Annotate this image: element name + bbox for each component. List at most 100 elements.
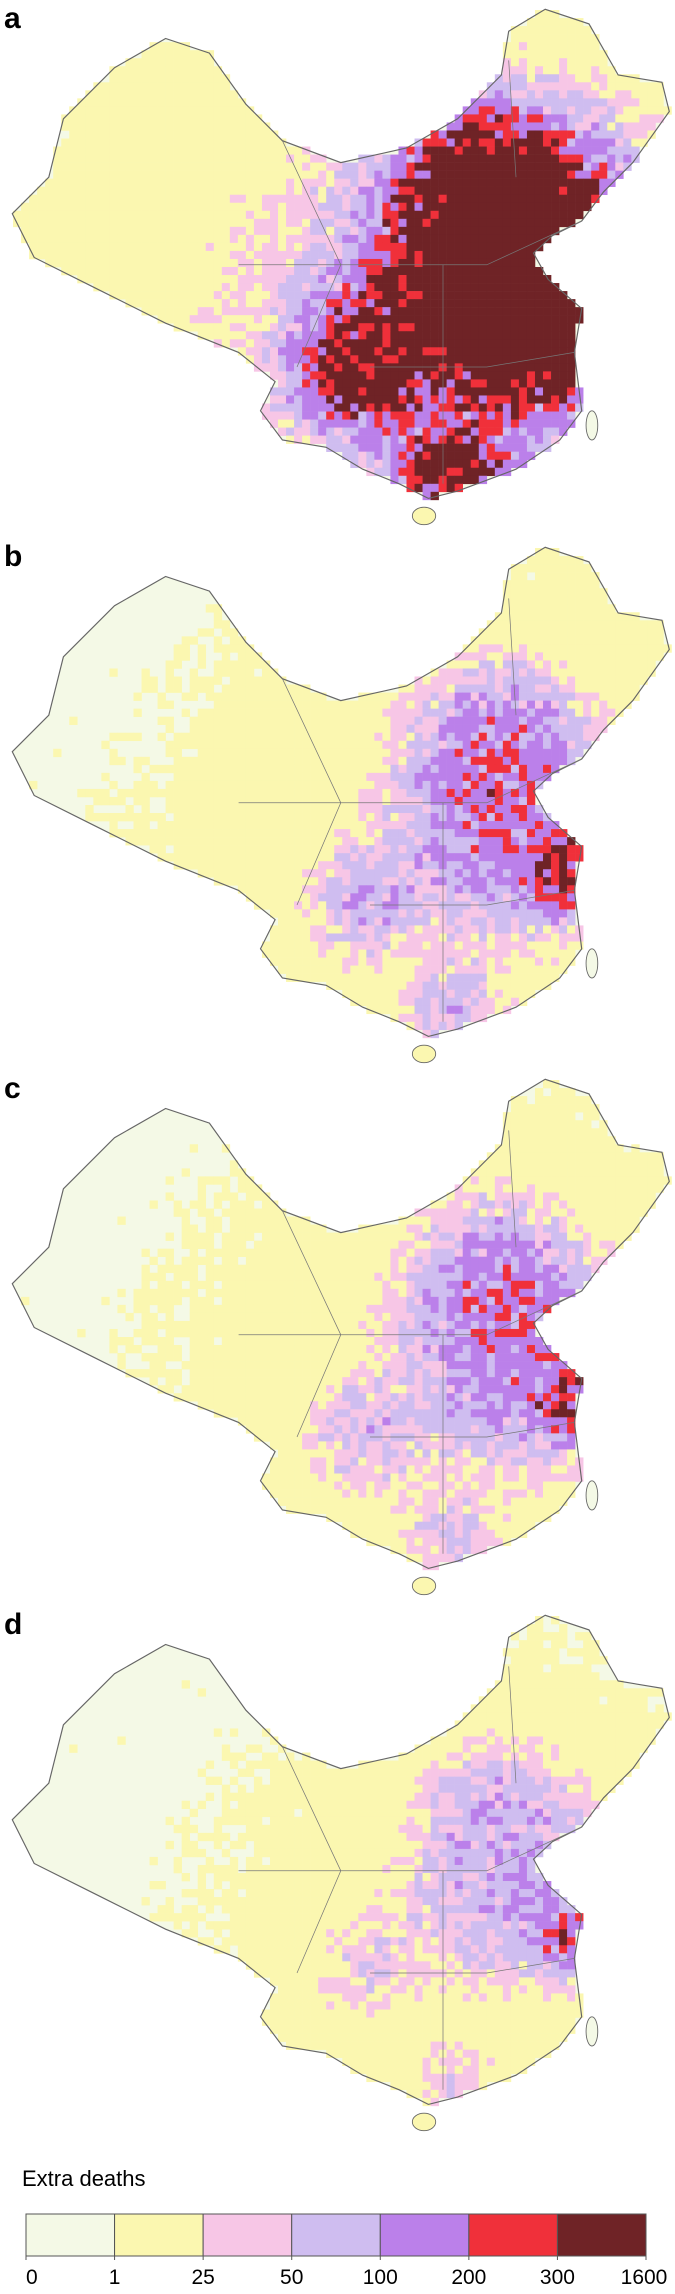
map-cell <box>350 725 358 733</box>
map-cell <box>559 749 567 757</box>
map-cell <box>551 677 559 685</box>
map-cell <box>503 998 511 1006</box>
map-cell <box>423 211 431 219</box>
map-cell <box>519 877 527 885</box>
map-cell <box>575 139 583 147</box>
map-cell <box>407 709 415 717</box>
map-cell <box>334 877 342 885</box>
map-cell <box>423 363 431 371</box>
map-cell <box>214 130 222 138</box>
map-cell <box>302 893 310 901</box>
map-cell <box>439 163 447 171</box>
map-cell <box>366 885 374 893</box>
map-cell <box>350 805 358 813</box>
map-cell <box>382 211 390 219</box>
map-cell <box>133 98 141 106</box>
map-cell <box>270 163 278 171</box>
map-cell <box>495 725 503 733</box>
map-cell <box>551 106 559 114</box>
map-cell <box>519 259 527 267</box>
map-cell <box>182 187 190 195</box>
map-cell <box>591 139 599 147</box>
map-cell <box>198 219 206 227</box>
map-cell <box>85 122 93 130</box>
map-cell <box>631 139 639 147</box>
map-cell <box>423 789 431 797</box>
map-cell <box>559 917 567 925</box>
map-cell <box>543 315 551 323</box>
map-cell <box>366 444 374 452</box>
map-cell <box>567 187 575 195</box>
map-cell <box>286 251 294 259</box>
map-cell <box>358 765 366 773</box>
map-cell <box>527 829 535 837</box>
map-cell <box>407 917 415 925</box>
map-cell <box>519 701 527 709</box>
map-cell <box>487 677 495 685</box>
map-cell <box>366 781 374 789</box>
map-cell <box>527 420 535 428</box>
map-cell <box>519 612 527 620</box>
map-cell <box>270 331 278 339</box>
map-cell <box>631 644 639 652</box>
map-cell <box>358 203 366 211</box>
map-cell <box>366 805 374 813</box>
map-cell <box>423 717 431 725</box>
map-cell <box>342 444 350 452</box>
map-cell <box>511 404 519 412</box>
map-cell <box>527 291 535 299</box>
map-cell <box>398 355 406 363</box>
map-cell <box>575 668 583 676</box>
map-cell <box>182 171 190 179</box>
map-cell <box>350 452 358 460</box>
map-cell <box>222 283 230 291</box>
map-cell <box>174 227 182 235</box>
map-cell <box>262 363 270 371</box>
map-cell <box>358 444 366 452</box>
map-cell <box>423 990 431 998</box>
map-cell <box>398 885 406 893</box>
map-cell <box>246 130 254 138</box>
map-cell <box>109 98 117 106</box>
map-cell <box>543 195 551 203</box>
map-cell <box>142 789 150 797</box>
map-cell <box>455 379 463 387</box>
map-cell <box>415 355 423 363</box>
map-cell <box>591 596 599 604</box>
map-cell <box>559 685 567 693</box>
map-cell <box>366 877 374 885</box>
map-cell <box>174 797 182 805</box>
map-cell <box>591 90 599 98</box>
map-cell <box>519 444 527 452</box>
map-cell <box>447 877 455 885</box>
map-cell <box>278 259 286 267</box>
map-cell <box>543 42 551 50</box>
map-cell <box>342 709 350 717</box>
map-cell <box>358 179 366 187</box>
map-cell <box>174 781 182 789</box>
map-cell <box>374 331 382 339</box>
map-cell <box>334 243 342 251</box>
map-cell <box>198 757 206 765</box>
map-cell <box>407 283 415 291</box>
map-cell <box>543 323 551 331</box>
map-cell <box>286 942 294 950</box>
map-cell <box>583 114 591 122</box>
map-cell <box>423 444 431 452</box>
map-cell <box>270 717 278 725</box>
map-cell <box>326 885 334 893</box>
map-cell <box>182 114 190 122</box>
map-cell <box>519 628 527 636</box>
map-cell <box>109 813 117 821</box>
map-cell <box>495 436 503 444</box>
map-cell <box>511 797 519 805</box>
map-cell <box>631 636 639 644</box>
map-cell <box>415 701 423 709</box>
map-cell <box>455 420 463 428</box>
map-cell <box>318 942 326 950</box>
map-cell <box>214 331 222 339</box>
map-cell <box>270 211 278 219</box>
map-cell <box>117 733 125 741</box>
map-cell <box>639 106 647 114</box>
map-cell <box>358 291 366 299</box>
